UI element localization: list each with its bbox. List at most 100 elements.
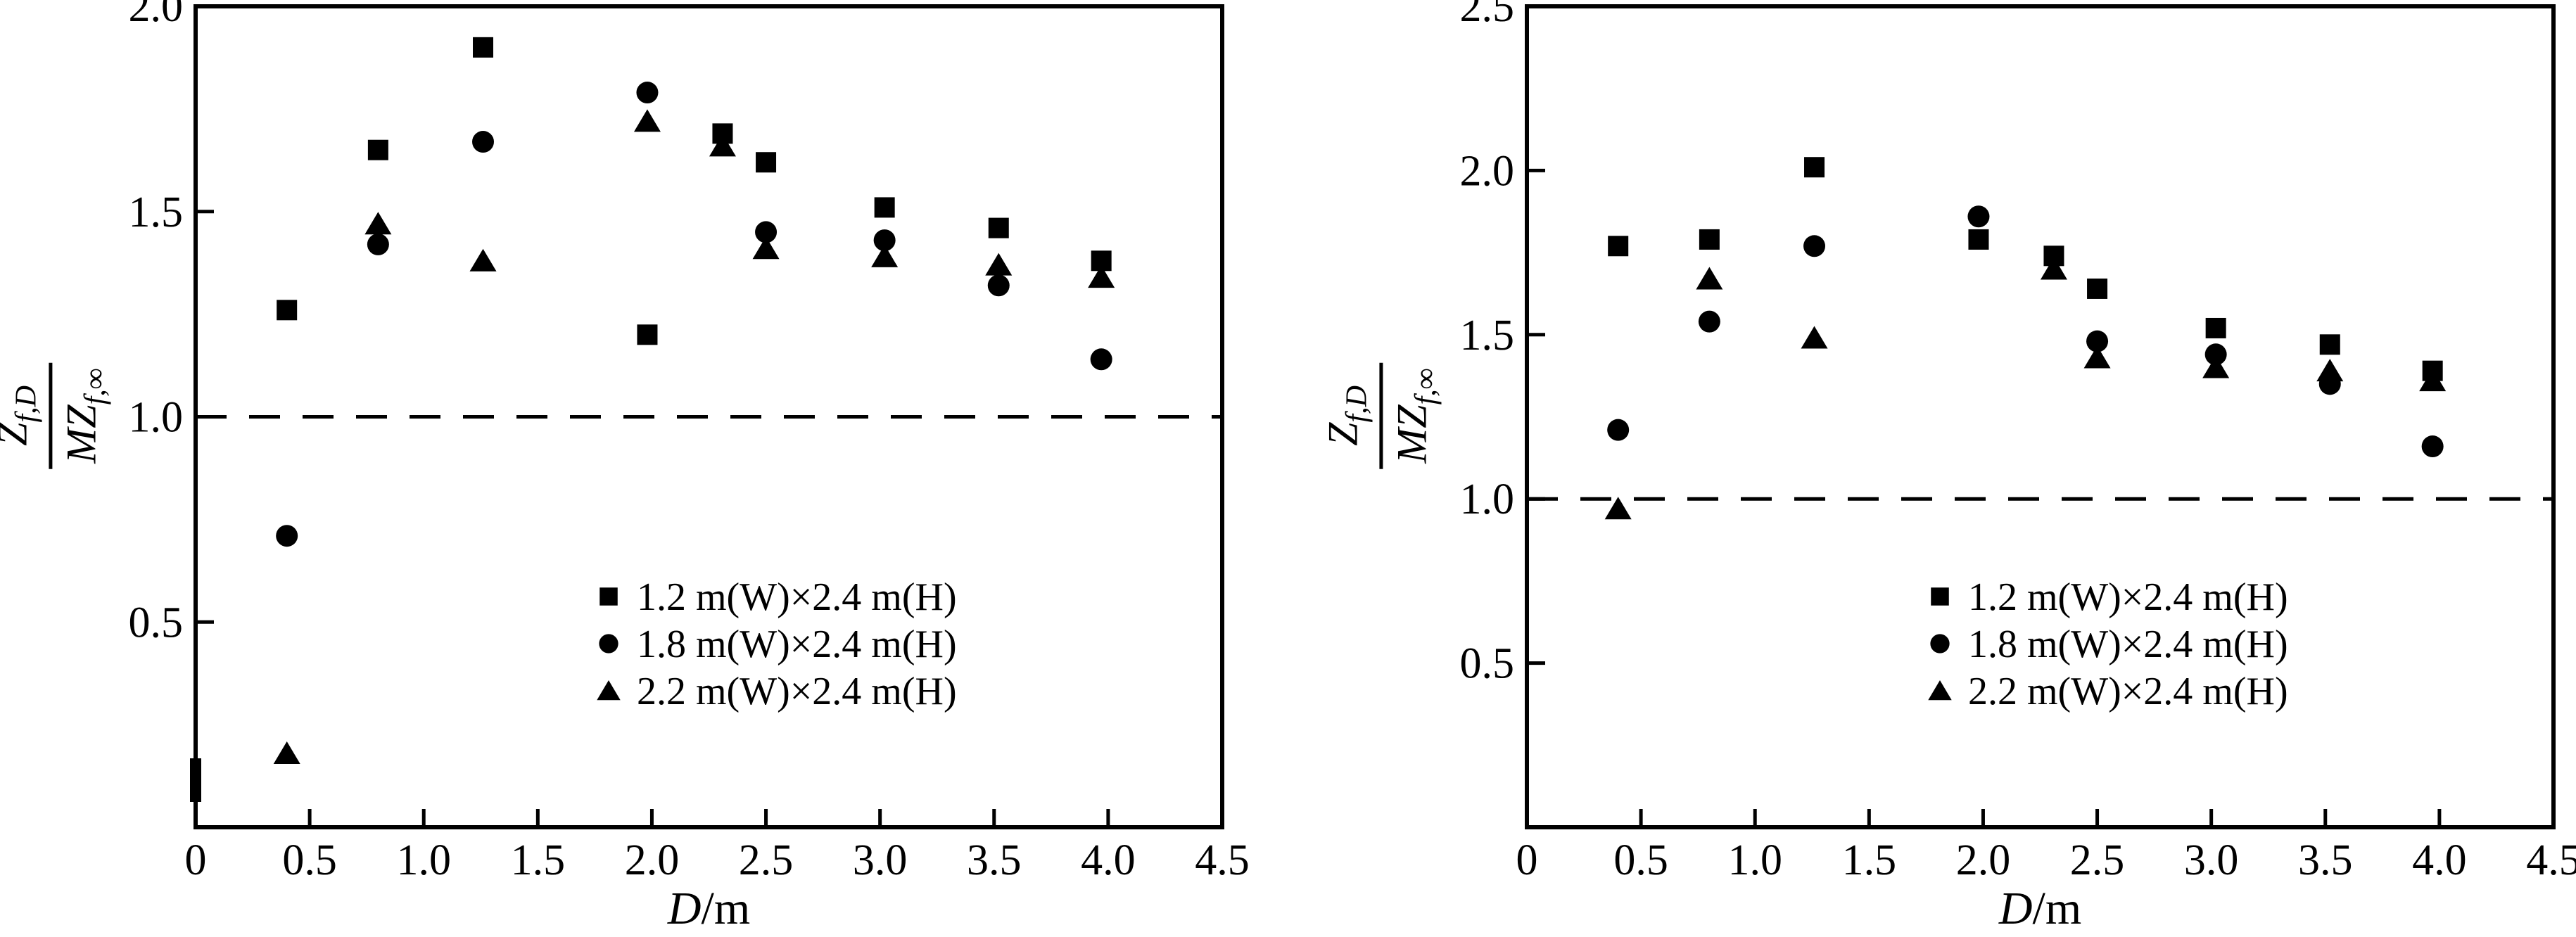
x-axis-label: D/m <box>667 883 750 934</box>
data-point-square <box>2422 360 2443 381</box>
x-tick-label: 3.5 <box>2298 836 2353 884</box>
data-point-triangle <box>752 236 780 260</box>
data-point-triangle <box>2040 257 2067 280</box>
data-point-circle <box>636 82 659 104</box>
data-point-square <box>2043 246 2064 267</box>
x-tick-label: 1.5 <box>511 836 566 884</box>
data-point-square <box>1608 236 1629 257</box>
data-point-circle <box>1607 419 1630 441</box>
legend-marker-square <box>1931 587 1949 606</box>
data-point-square <box>712 123 733 144</box>
legend-marker-triangle <box>1928 680 1952 701</box>
y-tick-label: 2.0 <box>129 0 184 31</box>
x-tick-label: 3.0 <box>853 836 908 884</box>
data-point-circle <box>873 229 896 252</box>
legend-marker-triangle <box>597 680 621 701</box>
x-tick-label: 2.5 <box>739 836 794 884</box>
x-tick-label: 2.0 <box>625 836 680 884</box>
legend-label: 1.8 m(W)×2.4 m(H) <box>637 623 957 666</box>
legend-label: 1.2 m(W)×2.4 m(H) <box>637 575 957 619</box>
data-point-square <box>2205 317 2226 338</box>
data-point-square <box>874 197 895 218</box>
legend-label: 1.2 m(W)×2.4 m(H) <box>1968 575 2288 619</box>
data-point-square <box>1804 157 1825 178</box>
legend-marker-circle <box>599 634 618 654</box>
data-point-circle <box>276 525 298 547</box>
data-point-square <box>1091 250 1112 272</box>
legend-marker-square <box>599 587 618 606</box>
data-point-triangle <box>2316 359 2344 382</box>
y-tick-label: 1.5 <box>129 189 184 236</box>
data-point-circle <box>2204 343 2227 366</box>
y-tick-label: 1.0 <box>129 394 184 442</box>
data-point-triangle <box>1801 326 1828 349</box>
y-label-denominator: MZf,∞ <box>1388 368 1442 464</box>
axis-smudge <box>190 758 201 802</box>
y-tick-label: 2.5 <box>1460 0 1515 31</box>
data-point-triangle <box>1604 497 1632 520</box>
legend-label: 1.8 m(W)×2.4 m(H) <box>1968 623 2288 666</box>
y-tick-label: 1.0 <box>1460 476 1515 523</box>
y-tick-label: 2.0 <box>1460 147 1515 195</box>
x-tick-label: 4.5 <box>2526 836 2576 884</box>
x-tick-label: 1.5 <box>1842 836 1897 884</box>
legend-label: 2.2 m(W)×2.4 m(H) <box>637 670 957 713</box>
data-point-triangle <box>2202 355 2230 378</box>
data-point-square <box>473 37 494 58</box>
legend-label: 2.2 m(W)×2.4 m(H) <box>1968 670 2288 713</box>
x-tick-label: 4.0 <box>2412 836 2467 884</box>
data-point-triangle <box>273 741 300 764</box>
data-point-square <box>2087 278 2108 299</box>
data-point-square <box>367 139 388 160</box>
data-point-triangle <box>985 253 1013 276</box>
x-tick-label: 0 <box>1516 836 1538 884</box>
x-tick-label: 4.0 <box>1081 836 1136 884</box>
data-point-square <box>756 152 777 173</box>
data-point-triangle <box>364 212 392 235</box>
data-point-circle <box>987 274 1010 297</box>
y-tick-label: 0.5 <box>129 599 184 646</box>
y-label-numerator: Zf,D <box>0 362 53 469</box>
data-point-square <box>2319 334 2340 355</box>
data-point-circle <box>1967 205 1990 228</box>
data-point-triangle <box>1696 267 1723 290</box>
y-label-denominator: MZf,∞ <box>58 368 112 464</box>
x-axis-label: D/m <box>1998 883 2081 934</box>
legend-marker-circle <box>1930 634 1950 654</box>
x-tick-label: 2.0 <box>1956 836 2011 884</box>
data-point-square <box>637 324 658 345</box>
x-tick-label: 4.5 <box>1195 836 1250 884</box>
data-point-circle <box>367 233 389 255</box>
data-point-circle <box>755 221 778 243</box>
data-point-circle <box>2421 435 2444 458</box>
y-axis-label-right: Zf,D MZf,∞ <box>1319 362 1442 469</box>
x-tick-label: 0 <box>185 836 207 884</box>
y-tick-label: 0.5 <box>1460 640 1515 688</box>
data-point-triangle <box>1088 265 1115 288</box>
x-tick-label: 2.5 <box>2070 836 2125 884</box>
x-tick-label: 3.5 <box>967 836 1022 884</box>
y-tick-label: 1.5 <box>1460 312 1515 359</box>
data-point-circle <box>472 131 495 153</box>
data-point-circle <box>1803 235 1826 257</box>
data-point-circle <box>2086 330 2109 352</box>
x-tick-label: 0.5 <box>282 836 337 884</box>
y-axis-label-left: Zf,D MZf,∞ <box>0 362 112 469</box>
y-label-numerator: Zf,D <box>1319 362 1383 469</box>
data-point-triangle <box>633 109 661 132</box>
data-point-triangle <box>469 248 497 272</box>
x-tick-label: 0.5 <box>1613 836 1668 884</box>
data-point-triangle <box>871 244 899 267</box>
data-point-circle <box>1090 348 1112 371</box>
data-point-square <box>988 217 1009 238</box>
data-point-square <box>277 300 298 321</box>
data-point-triangle <box>709 134 736 157</box>
x-tick-label: 3.0 <box>2184 836 2239 884</box>
x-tick-label: 1.0 <box>1727 836 1782 884</box>
data-point-square <box>1968 229 1989 250</box>
data-point-triangle <box>2083 345 2111 369</box>
x-tick-label: 1.0 <box>396 836 451 884</box>
plot-box <box>1525 4 2556 829</box>
data-point-circle <box>1698 310 1720 333</box>
